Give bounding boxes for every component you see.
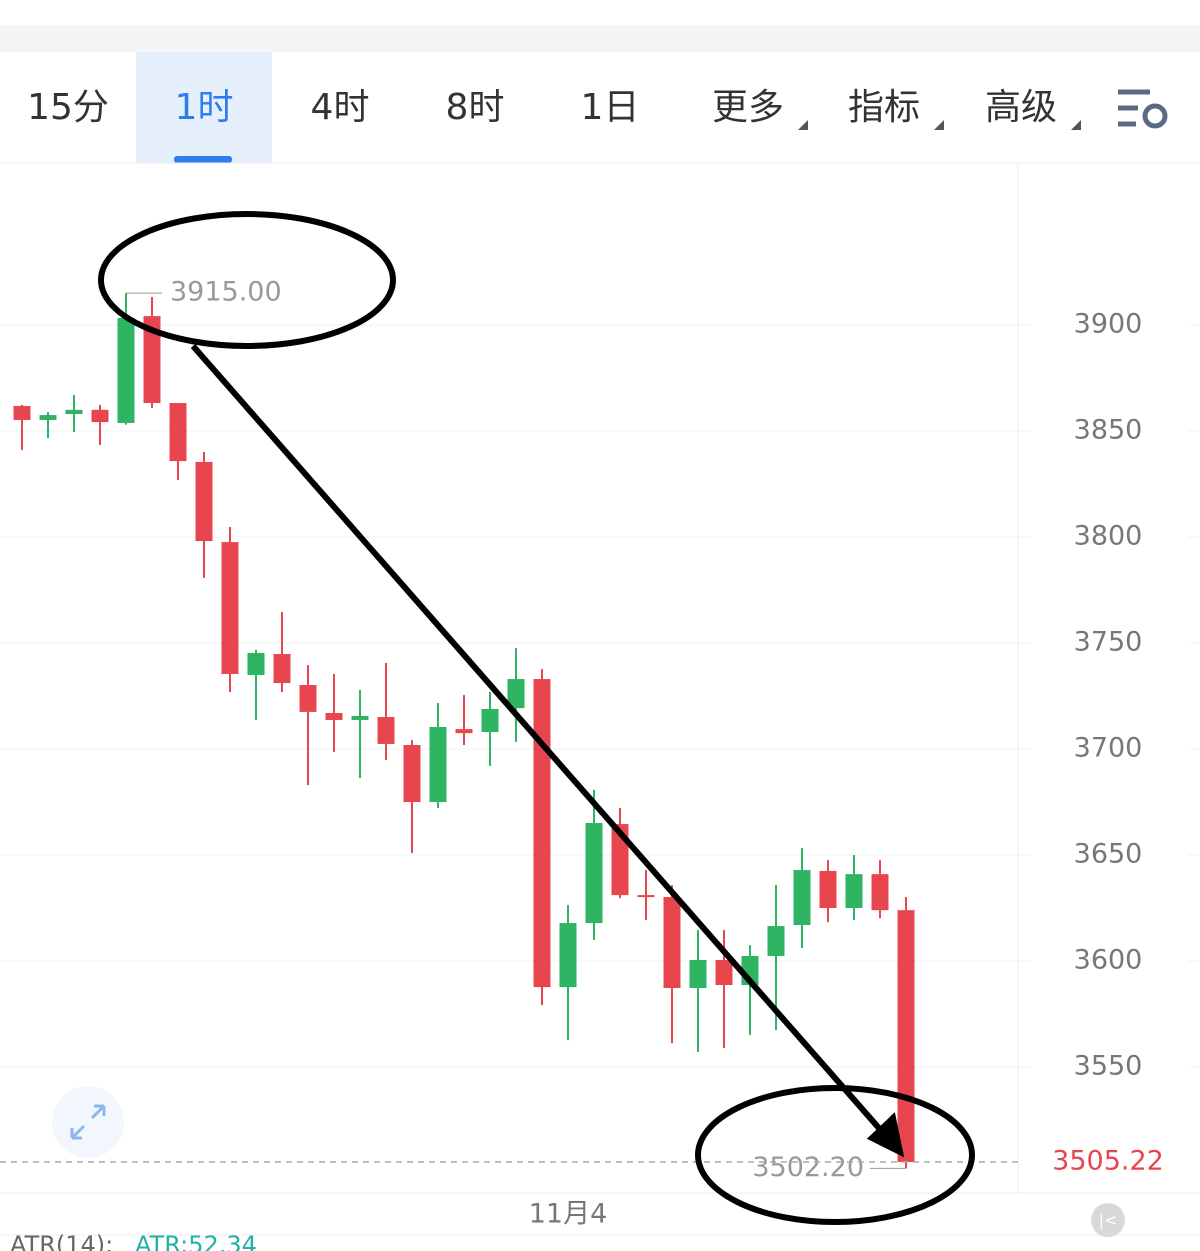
candle-body bbox=[221, 542, 239, 674]
tab[interactable]: 高级 bbox=[985, 87, 1057, 128]
candle-body bbox=[169, 403, 187, 462]
y-tick-label: 3850 bbox=[1074, 414, 1143, 445]
tab[interactable]: 8时 bbox=[446, 87, 505, 128]
indicator-value: ATR:52.34 bbox=[135, 1231, 257, 1251]
candle-body bbox=[845, 874, 863, 909]
candle-body bbox=[325, 712, 343, 720]
y-tick-label: 3900 bbox=[1074, 308, 1143, 339]
y-tick-label: 3550 bbox=[1074, 1051, 1143, 1082]
y-tick-label: 3750 bbox=[1074, 627, 1143, 658]
candle-body bbox=[13, 405, 31, 420]
tab[interactable]: 4时 bbox=[311, 87, 370, 128]
min-label: 3502.20 bbox=[752, 1152, 864, 1183]
candle-body bbox=[689, 959, 707, 988]
y-tick-label: 3800 bbox=[1074, 521, 1143, 552]
y-tick-label: 3650 bbox=[1074, 839, 1143, 870]
reset-button[interactable] bbox=[1091, 1203, 1125, 1237]
candle-body bbox=[507, 679, 525, 709]
last-price-label: 3505.22 bbox=[1052, 1146, 1164, 1177]
candle-body bbox=[39, 415, 57, 420]
tab[interactable]: 1日 bbox=[581, 87, 640, 128]
candle-body bbox=[143, 316, 161, 404]
dropdown-caret bbox=[934, 120, 944, 130]
candle-body bbox=[663, 897, 681, 988]
top-strip bbox=[0, 25, 1200, 52]
active-tab-indicator bbox=[174, 156, 232, 163]
candle-body bbox=[429, 726, 447, 803]
candle-body bbox=[403, 744, 421, 803]
candle-body bbox=[351, 715, 369, 720]
hand-annotation bbox=[98, 211, 975, 1225]
candle-body bbox=[767, 926, 785, 956]
reset-icon: |< bbox=[1099, 1211, 1118, 1230]
expand-button[interactable] bbox=[52, 1086, 124, 1158]
settings-icon[interactable] bbox=[1118, 89, 1168, 129]
candle-body bbox=[195, 461, 213, 542]
candle-body bbox=[637, 895, 655, 898]
candle-body bbox=[559, 923, 577, 988]
active-tab-bg bbox=[136, 52, 272, 163]
candle-body bbox=[793, 870, 811, 926]
tab[interactable]: 更多 bbox=[712, 87, 784, 128]
candle-body bbox=[871, 874, 889, 911]
tab[interactable]: 指标 bbox=[848, 87, 920, 128]
candle-body bbox=[273, 654, 291, 684]
candle-body bbox=[65, 409, 83, 415]
y-tick-label: 3600 bbox=[1074, 945, 1143, 976]
candle-body bbox=[117, 317, 135, 423]
y-tick-label: 3700 bbox=[1074, 733, 1143, 764]
candle-body bbox=[715, 959, 733, 986]
candle-body bbox=[91, 409, 109, 423]
candle-body bbox=[455, 729, 473, 734]
candle-body bbox=[377, 717, 395, 744]
dropdown-caret bbox=[798, 120, 808, 130]
indicator-name: ATR(14): bbox=[10, 1231, 113, 1251]
candle-body bbox=[819, 870, 837, 909]
candle-body bbox=[897, 910, 915, 1163]
candle-body bbox=[299, 684, 317, 712]
candle-body bbox=[247, 652, 265, 676]
x-tick-label: 11月4 bbox=[529, 1199, 608, 1230]
dropdown-caret bbox=[1071, 120, 1081, 130]
candle-body bbox=[481, 708, 499, 733]
candle-body bbox=[585, 823, 603, 924]
expand-icon bbox=[70, 1104, 106, 1140]
max-label: 3915.00 bbox=[170, 277, 282, 308]
plot: 3550 3600 3650 3700 3750 3800 3850 3900 11月4 3915… bbox=[0, 277, 1200, 1230]
tab[interactable]: 15分 bbox=[27, 87, 109, 128]
tab[interactable]: 1时 bbox=[175, 87, 234, 128]
candle-body bbox=[533, 679, 551, 988]
